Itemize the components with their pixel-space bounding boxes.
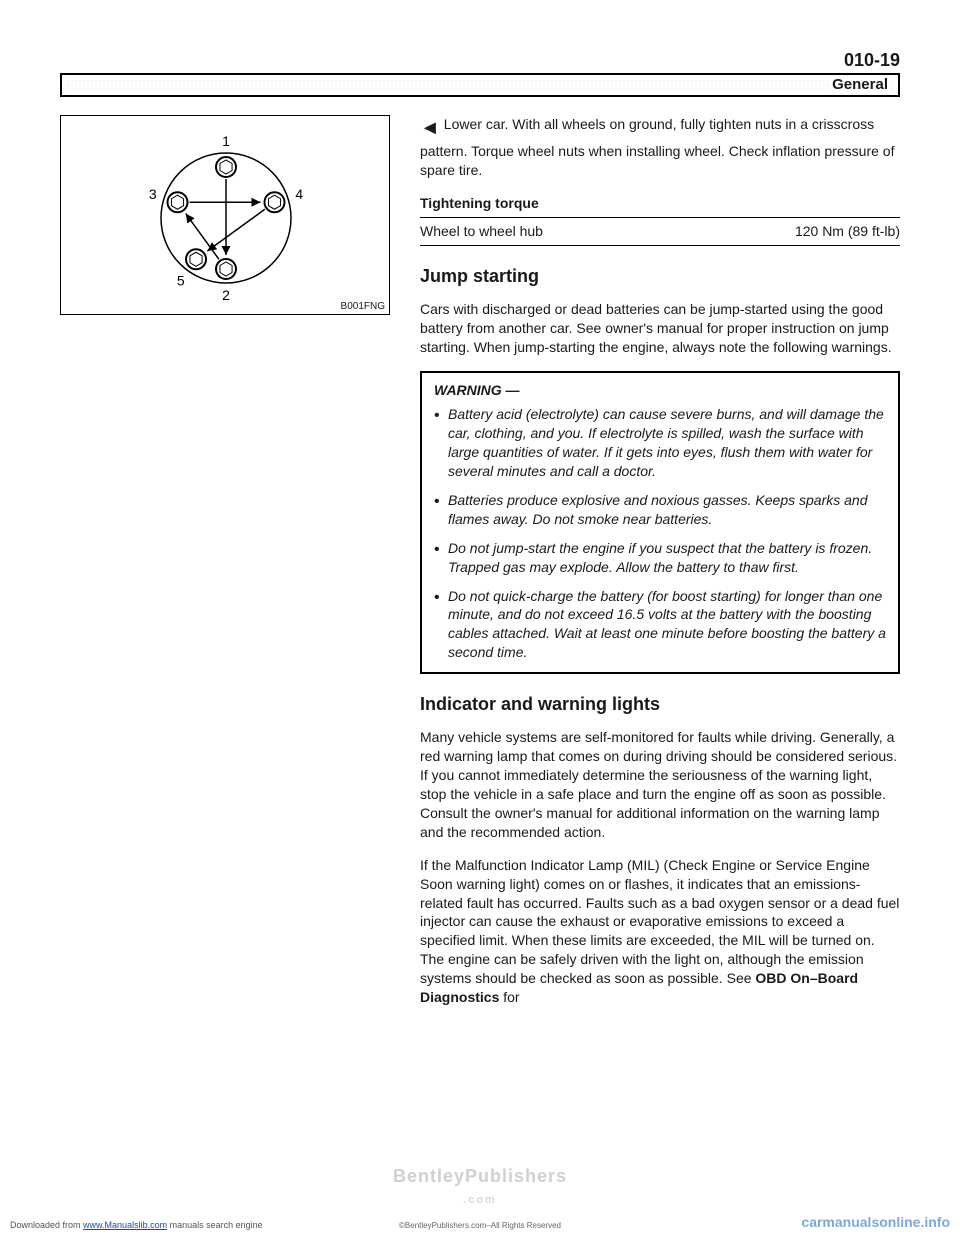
svg-text:2: 2: [222, 287, 230, 303]
footer-left: Downloaded from www.Manualslib.com manua…: [10, 1220, 263, 1230]
warning-item: Do not quick-charge the battery (for boo…: [434, 587, 886, 663]
warning-item: Batteries produce explosive and noxious …: [434, 491, 886, 529]
warning-box: WARNING — Battery acid (electrolyte) can…: [420, 371, 900, 675]
svg-text:5: 5: [177, 272, 185, 288]
footer-center: ©BentleyPublishers.com–All Rights Reserv…: [399, 1221, 561, 1230]
page-number: 010-19: [60, 50, 900, 71]
svg-text:3: 3: [149, 186, 157, 202]
lower-car-paragraph: ◄Lower car. With all wheels on ground, f…: [420, 115, 900, 180]
warning-item: Do not jump-start the engine if you susp…: [434, 539, 886, 577]
footer-right: carmanualsonline.info: [801, 1214, 950, 1230]
indicator-heading: Indicator and warning lights: [420, 692, 900, 716]
wheel-torque-figure: 1 2 3 4 5 B001FNG: [60, 115, 390, 315]
warning-item: Battery acid (electrolyte) can cause sev…: [434, 405, 886, 481]
header-label: General: [830, 76, 890, 93]
manualslib-link[interactable]: www.Manualslib.com: [83, 1220, 167, 1230]
warning-list: Battery acid (electrolyte) can cause sev…: [434, 405, 886, 662]
indicator-paragraph-1: Many vehicle systems are self-monitored …: [420, 728, 900, 841]
figure-caption: B001FNG: [341, 301, 385, 312]
torque-label: Tightening torque: [420, 194, 900, 213]
svg-text:4: 4: [295, 186, 303, 202]
warning-title: WARNING —: [434, 381, 886, 400]
torque-value: 120 Nm (89 ft-lb): [795, 222, 900, 241]
svg-text:1: 1: [222, 133, 230, 149]
wheel-hub-diagram: 1 2 3 4 5: [61, 116, 391, 312]
jump-starting-paragraph: Cars with discharged or dead batteries c…: [420, 300, 900, 357]
torque-spec-row: Wheel to wheel hub 120 Nm (89 ft-lb): [420, 217, 900, 246]
indicator-paragraph-2: If the Malfunction Indicator Lamp (MIL) …: [420, 856, 900, 1007]
pointer-icon: ◄: [420, 117, 440, 139]
jump-starting-heading: Jump starting: [420, 264, 900, 288]
header-bar: General: [60, 73, 900, 97]
watermark: BentleyPublishers .com: [0, 1166, 960, 1208]
header-texture: [66, 79, 894, 91]
torque-item: Wheel to wheel hub: [420, 222, 543, 241]
